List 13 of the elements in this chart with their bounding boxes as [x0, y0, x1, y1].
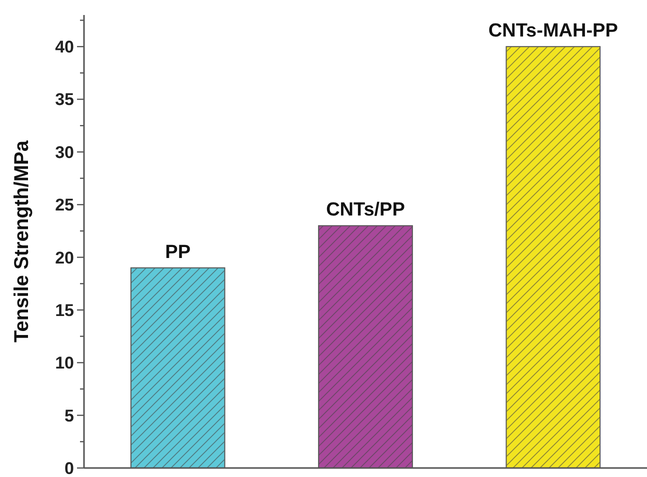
y-tick-label: 30: [55, 142, 74, 162]
y-tick-label: 35: [55, 90, 74, 110]
x-tick-label: CNTs/PP: [326, 200, 406, 221]
y-tick-label: 15: [55, 300, 74, 320]
y-tick-label: 0: [64, 458, 74, 477]
y-tick-label: 5: [64, 406, 74, 426]
y-axis-title: Tensile Strength/MPa: [11, 140, 33, 342]
x-tick-label: PP: [165, 242, 191, 263]
y-tick-label: 40: [55, 38, 74, 57]
y-tick-label: 25: [55, 196, 74, 215]
y-tick-label: 10: [55, 354, 74, 373]
y-tick-label: 20: [55, 248, 74, 268]
x-tick-label: CNTs-MAH-PP: [488, 20, 618, 42]
